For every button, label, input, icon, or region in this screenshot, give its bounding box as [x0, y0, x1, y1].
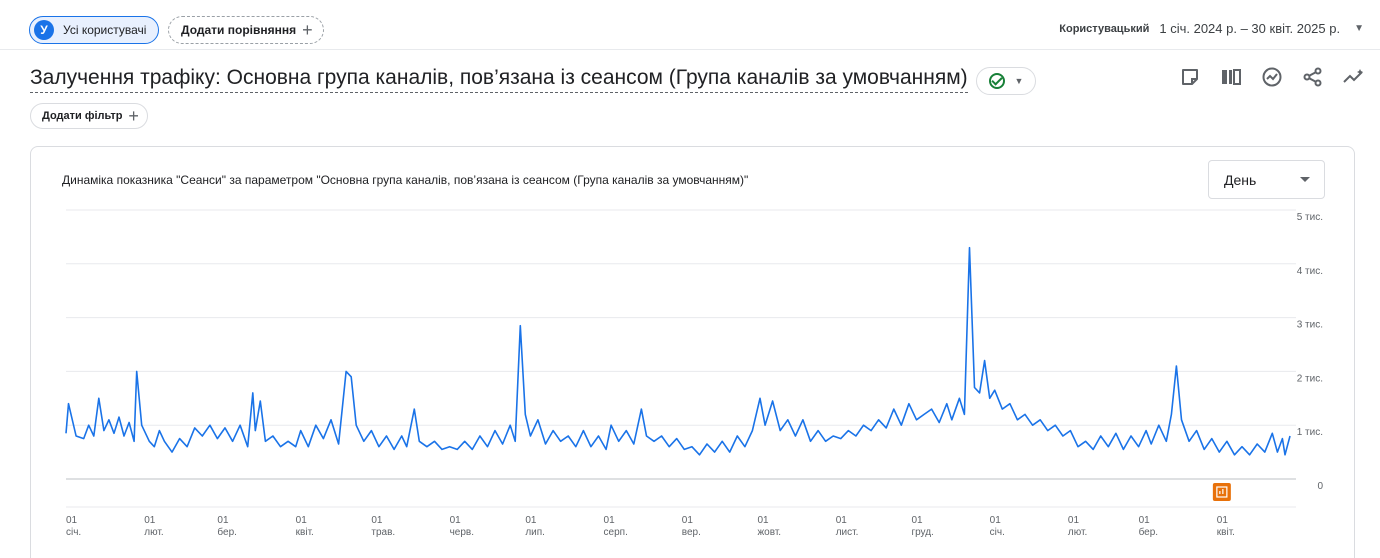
x-tick-day: 01 — [144, 515, 156, 526]
x-tick-month: серп. — [604, 527, 628, 538]
y-tick-label: 5 тис. — [1297, 212, 1323, 223]
y-tick-label: 0 — [1317, 481, 1323, 492]
chart-card: Динаміка показника "Сеанси" за параметро… — [30, 146, 1355, 558]
x-tick-day: 01 — [911, 515, 923, 526]
x-tick-month: лип. — [525, 527, 545, 538]
x-tick-month: січ. — [66, 527, 81, 538]
x-tick-day: 01 — [990, 515, 1002, 526]
insights-icon[interactable] — [1260, 65, 1284, 89]
x-tick-month: лют. — [144, 527, 163, 538]
segment-avatar: У — [34, 20, 54, 40]
granularity-value: День — [1224, 171, 1257, 188]
caret-down-icon: ▼ — [1014, 76, 1024, 86]
report-toolbar — [1178, 65, 1366, 89]
y-tick-label: 4 тис. — [1297, 266, 1323, 277]
report-title[interactable]: Залучення трафіку: Основна група каналів… — [30, 66, 968, 93]
x-tick-month: січ. — [990, 527, 1005, 538]
x-tick-day: 01 — [1068, 515, 1080, 526]
report-status-chip[interactable]: ▼ — [976, 67, 1036, 95]
x-tick-month: трав. — [371, 527, 395, 538]
x-tick-month: черв. — [450, 527, 474, 538]
trend-icon[interactable] — [1342, 65, 1366, 89]
x-tick-month: лист. — [836, 527, 859, 538]
caret-down-icon: ▼ — [1354, 23, 1364, 34]
y-tick-label: 3 тис. — [1297, 320, 1323, 331]
x-tick-month: лют. — [1068, 527, 1087, 538]
x-tick-day: 01 — [1217, 515, 1229, 526]
x-tick-day: 01 — [450, 515, 462, 526]
add-comparison-button[interactable]: Додати порівняння + — [168, 16, 324, 44]
date-range-value: 1 січ. 2024 р. – 30 квіт. 2025 р. — [1159, 21, 1341, 36]
caret-down-icon — [1300, 177, 1310, 182]
add-comparison-label: Додати порівняння — [181, 23, 297, 37]
x-tick-month: квіт. — [1217, 527, 1235, 538]
x-tick-month: груд. — [911, 527, 933, 538]
check-circle-icon — [988, 73, 1005, 89]
add-filter-label: Додати фільтр — [42, 110, 123, 122]
y-tick-label: 1 тис. — [1297, 427, 1323, 438]
x-tick-day: 01 — [604, 515, 616, 526]
x-tick-day: 01 — [836, 515, 848, 526]
date-range-picker[interactable]: Користувацький 1 січ. 2024 р. – 30 квіт.… — [1059, 21, 1364, 36]
x-tick-day: 01 — [1139, 515, 1151, 526]
chart-title: Динаміка показника "Сеанси" за параметро… — [62, 173, 749, 187]
segment-chip-all-users[interactable]: У Усі користувачі — [29, 16, 160, 44]
x-tick-day: 01 — [66, 515, 78, 526]
top-bar: У Усі користувачі Додати порівняння + Ко… — [0, 0, 1380, 50]
plus-icon: + — [128, 106, 139, 126]
granularity-select[interactable]: День — [1208, 160, 1325, 199]
y-tick-label: 2 тис. — [1297, 373, 1323, 384]
x-tick-day: 01 — [371, 515, 383, 526]
plus-icon: + — [302, 20, 313, 40]
x-tick-month: квіт. — [296, 527, 314, 538]
annotation-marker-icon — [1212, 483, 1231, 501]
x-tick-day: 01 — [682, 515, 694, 526]
annotation-marker-glyph — [1216, 486, 1228, 498]
x-tick-day: 01 — [757, 515, 769, 526]
x-tick-day: 01 — [296, 515, 308, 526]
segment-label: Усі користувачі — [63, 23, 147, 37]
note-icon[interactable] — [1178, 65, 1202, 89]
x-tick-month: бер. — [217, 526, 237, 538]
x-tick-day: 01 — [525, 515, 537, 526]
x-tick-month: бер. — [1139, 526, 1159, 538]
date-range-label: Користувацький — [1059, 22, 1150, 35]
x-tick-month: жовт. — [757, 527, 781, 538]
add-filter-button[interactable]: Додати фільтр + — [30, 103, 148, 129]
x-tick-month: вер. — [682, 527, 701, 538]
x-tick-day: 01 — [217, 515, 229, 526]
compare-columns-icon[interactable] — [1219, 65, 1243, 89]
series-line — [65, 246, 1291, 456]
share-icon[interactable] — [1301, 65, 1325, 89]
